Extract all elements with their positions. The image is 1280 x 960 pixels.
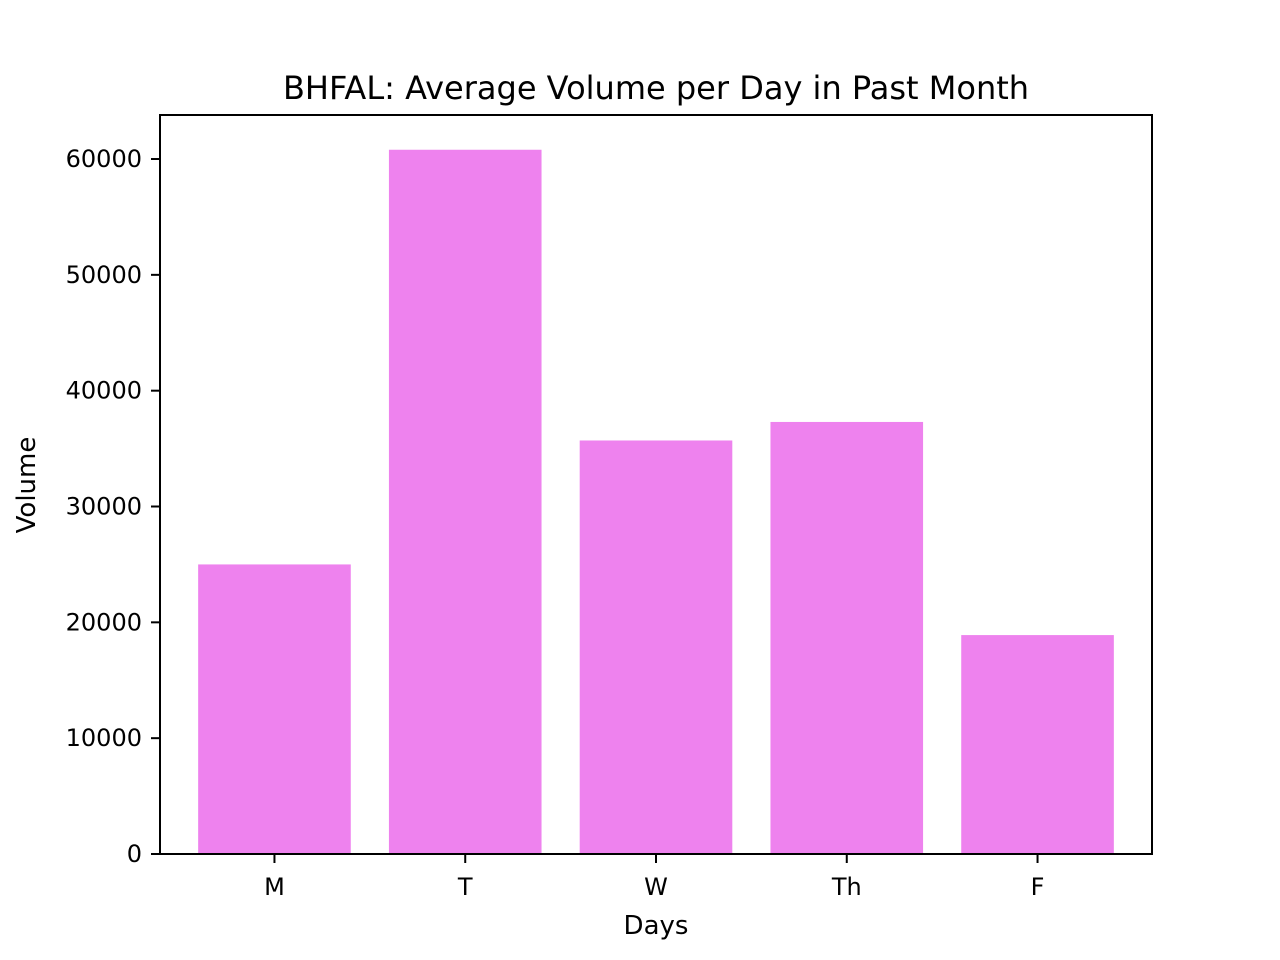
bar-t bbox=[388, 149, 542, 855]
bar-w bbox=[579, 440, 733, 854]
x-tick-label: T bbox=[457, 873, 473, 901]
bar-f bbox=[961, 635, 1114, 854]
y-tick-label: 50000 bbox=[66, 261, 142, 289]
chart-title: BHFAL: Average Volume per Day in Past Mo… bbox=[283, 69, 1029, 107]
x-tick-label: F bbox=[1031, 873, 1045, 901]
bar-th bbox=[770, 421, 924, 854]
bar-m bbox=[198, 564, 351, 854]
y-axis-label: Volume bbox=[12, 437, 42, 534]
y-tick-label: 30000 bbox=[66, 493, 142, 521]
x-tick-label: M bbox=[264, 873, 285, 901]
y-tick-label: 0 bbox=[127, 840, 142, 868]
bars-group bbox=[198, 149, 1114, 855]
x-tick-label: W bbox=[644, 873, 668, 901]
x-tick-label: Th bbox=[831, 873, 862, 901]
y-tick-label: 10000 bbox=[66, 724, 142, 752]
y-tick-label: 20000 bbox=[66, 608, 142, 636]
x-axis-ticks: M T W Th F bbox=[264, 854, 1044, 901]
x-axis-label: Days bbox=[624, 911, 689, 941]
y-axis-ticks: 0 10000 20000 30000 40000 50000 60000 bbox=[66, 145, 160, 868]
y-tick-label: 60000 bbox=[66, 145, 142, 173]
y-tick-label: 40000 bbox=[66, 377, 142, 405]
